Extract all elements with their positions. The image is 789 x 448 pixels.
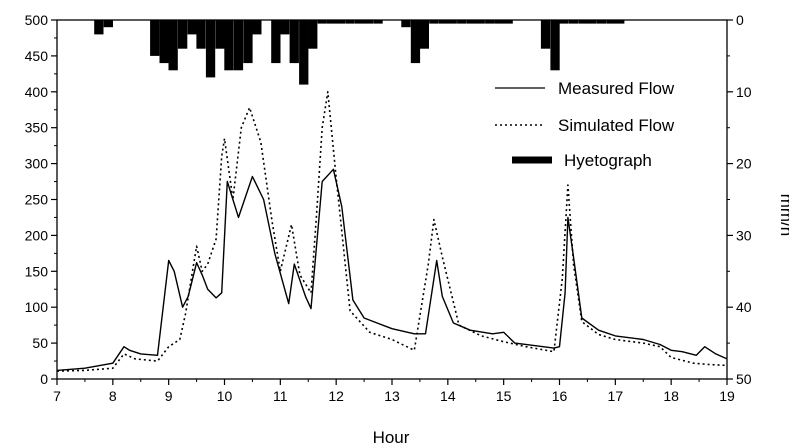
hyetograph-bar — [243, 20, 253, 64]
hyetograph-bar — [103, 20, 113, 28]
hyetograph-bar — [168, 20, 178, 71]
left-tick-label: 400 — [25, 84, 49, 100]
hyetograph-bar — [587, 20, 597, 24]
hyetograph-bar — [252, 20, 262, 35]
hyetograph-bar — [568, 20, 579, 24]
left-tick-label: 350 — [25, 120, 49, 136]
hyetograph-bar — [271, 20, 281, 64]
hyetograph-bar — [466, 20, 476, 24]
x-tick-label: 17 — [608, 388, 624, 404]
legend: Measured Flow Simulated Flow Hyetograph — [495, 79, 675, 170]
legend-label-hyetograph: Hyetograph — [564, 151, 652, 170]
axes: 7 8 9 10 11 12 13 14 15 16 17 18 1905010015020025030… — [25, 12, 752, 404]
hyetograph-bar — [94, 20, 104, 35]
hyetograph-bar — [550, 20, 560, 71]
x-tick-label: 13 — [384, 388, 400, 404]
hyetograph-bar — [345, 20, 355, 24]
right-tick-label: 0 — [736, 12, 744, 28]
left-tick-label: 0 — [40, 371, 48, 387]
right-tick-label: 10 — [736, 84, 752, 100]
hyetograph-bar — [178, 20, 188, 49]
hyetograph-bar — [224, 20, 234, 71]
hyetograph-bar — [457, 20, 467, 24]
hyetograph-bar — [327, 20, 337, 24]
x-tick-label: 16 — [552, 388, 568, 404]
hyetograph-bar — [419, 20, 429, 49]
hyetograph-bar — [494, 20, 504, 24]
hyetograph-bar — [289, 20, 299, 64]
left-tick-label: 200 — [25, 227, 49, 243]
hyetograph-bar — [615, 20, 625, 24]
left-tick-label: 50 — [32, 335, 48, 351]
hyetograph-bar — [401, 20, 411, 28]
measured-flow-line — [56, 168, 728, 372]
hyetograph-bar — [540, 20, 551, 49]
hyetograph-bar — [308, 20, 318, 49]
hyetograph-bar — [317, 20, 327, 24]
hyetograph-bar — [233, 20, 244, 71]
hyetograph-bar — [196, 20, 206, 49]
hyetograph-bar — [215, 20, 225, 49]
simulated-flow-line — [56, 91, 728, 372]
hyetograph-bar — [429, 20, 439, 24]
x-tick-label: 19 — [719, 388, 735, 404]
right-tick-label: 40 — [736, 299, 752, 315]
hyetograph-bar — [447, 20, 457, 24]
hyetograph-bar — [336, 20, 346, 24]
legend-label-simulated: Simulated Flow — [558, 116, 675, 135]
x-tick-label: 12 — [328, 388, 344, 404]
legend-label-measured: Measured Flow — [558, 79, 675, 98]
hyetograph-bar — [485, 20, 495, 24]
hyetograph-bar — [410, 20, 421, 64]
x-tick-label: 11 — [273, 388, 288, 404]
hyetograph-bars — [94, 20, 625, 85]
x-tick-label: 8 — [109, 388, 117, 404]
x-tick-label: 9 — [165, 388, 173, 404]
hyetograph-bar — [559, 20, 569, 24]
hyetograph-bar — [578, 20, 588, 24]
x-axis-title: Hour — [373, 428, 410, 447]
x-tick-label: 18 — [663, 388, 679, 404]
hyetograph-bar — [205, 20, 216, 78]
plot-frame — [56, 19, 728, 380]
right-tick-label: 30 — [736, 227, 752, 243]
right-axis-title: mm/h — [777, 194, 789, 237]
right-tick-label: 50 — [736, 371, 752, 387]
x-tick-label: 7 — [53, 388, 61, 404]
hyetograph-bar — [355, 20, 365, 24]
left-tick-label: 300 — [25, 156, 49, 172]
hyetograph-bar — [187, 20, 197, 35]
hyetograph-bar — [159, 20, 169, 64]
hyetograph-bar — [606, 20, 616, 24]
hyetograph-bar — [438, 20, 448, 24]
hyetograph-bar — [299, 20, 309, 85]
left-tick-label: 500 — [25, 12, 49, 28]
left-tick-label: 450 — [25, 48, 49, 64]
flow-lines — [56, 91, 728, 372]
hyetograph-bar — [280, 20, 290, 35]
right-tick-label: 20 — [736, 156, 752, 172]
hyetograph-bar — [363, 20, 374, 24]
x-tick-label: 14 — [440, 388, 456, 404]
hyetograph-bar — [373, 20, 383, 24]
hyetograph-bar — [475, 20, 485, 24]
left-tick-label: 250 — [25, 192, 49, 208]
hyetograph-bar — [150, 20, 160, 56]
hyetograph-bar — [596, 20, 606, 24]
x-tick-label: 10 — [217, 388, 233, 404]
x-tick-label: 15 — [496, 388, 512, 404]
hyetograph-bar — [503, 20, 513, 24]
left-tick-label: 150 — [25, 263, 49, 279]
left-tick-label: 100 — [25, 299, 49, 315]
